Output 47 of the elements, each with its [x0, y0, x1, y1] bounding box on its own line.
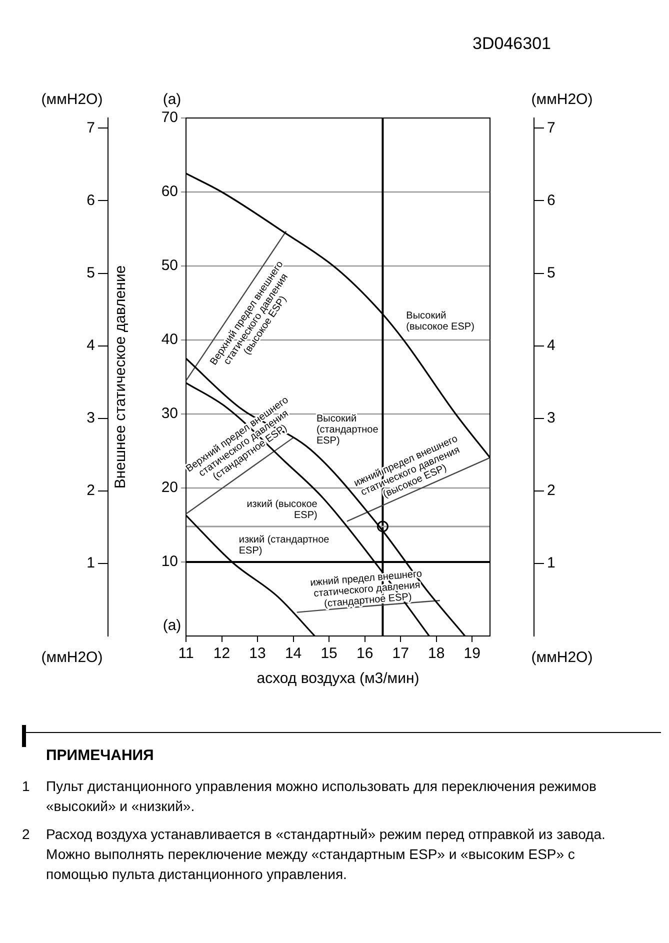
series-label: изкий (стандартное ESP): [238, 534, 330, 556]
text: 1 Пульт дистанционного управления можно использовать для переключения режимов «высокий» и «низкий».: [22, 777, 598, 816]
y3-tick-label: 5: [86, 264, 95, 282]
x-tick-label: 18: [428, 645, 445, 662]
x-tick-label: 13: [249, 645, 266, 662]
chart-title: 3D046301: [472, 34, 551, 54]
y3-tick-label: 3: [86, 409, 95, 426]
x-tick-label: 12: [213, 645, 230, 662]
y-tick-label: 50: [161, 257, 178, 274]
text: ПРИМЕЧАНИЯ: [46, 747, 155, 764]
x-tick-label: 14: [284, 645, 302, 662]
y3-tick-label: 2: [86, 482, 95, 500]
y3-tick-label: 6: [86, 192, 95, 209]
text: 2 Расход воздуха устанавливается в «стандартный» режим перед отправкой из завода. Можно выполнять переключение между «стандартным ESP» и «высоким ESP» с помощью пульта дистанционного управления.: [22, 825, 606, 884]
y2-tick-label: 4: [547, 336, 556, 354]
y3-tick-label: 7: [86, 119, 95, 136]
y-tick-label: 10: [161, 553, 178, 570]
series-label: изкий (высокое ESP): [246, 499, 318, 522]
text: (a): [162, 617, 182, 634]
series-label: Высокий (стандартное ESP): [316, 413, 379, 446]
y2-tick-label: 5: [547, 264, 556, 282]
y3-tick-label: 1: [86, 554, 95, 572]
y-tick-label: 70: [161, 109, 178, 126]
y-tick-label: 20: [161, 479, 178, 496]
y2-tick-label: 2: [547, 482, 556, 500]
text: (ммH2O): [531, 649, 593, 666]
text: (ммH2O): [41, 91, 103, 108]
x-tick-label: 11: [178, 645, 194, 662]
y2-tick-label: 1: [547, 554, 556, 572]
y-tick-label: 30: [161, 405, 178, 422]
x-axis-title: асход воздуха (м3/мин): [256, 670, 420, 688]
y2-tick-label: 3: [547, 409, 556, 426]
text: (ммH2O): [41, 649, 103, 666]
y2-tick-label: 6: [547, 192, 556, 209]
y3-tick-label: 4: [86, 336, 95, 354]
text: (a): [162, 91, 182, 108]
y2-tick-label: 7: [547, 119, 556, 136]
y-axis-title: Внешнее статическое давление: [112, 265, 130, 489]
x-tick-label: 15: [320, 645, 338, 662]
x-tick-label: 17: [392, 645, 409, 662]
x-tick-label: 16: [356, 645, 374, 662]
series-label: Высокий (высокое ESP): [406, 310, 474, 332]
text: (ммH2O): [531, 91, 593, 108]
y-tick-label: 40: [161, 331, 178, 348]
series-label: ижний предел внешнего статического давления (стандартное ESP): [310, 568, 423, 610]
x-tick-label: 19: [464, 645, 480, 662]
y-tick-label: 60: [161, 183, 178, 200]
